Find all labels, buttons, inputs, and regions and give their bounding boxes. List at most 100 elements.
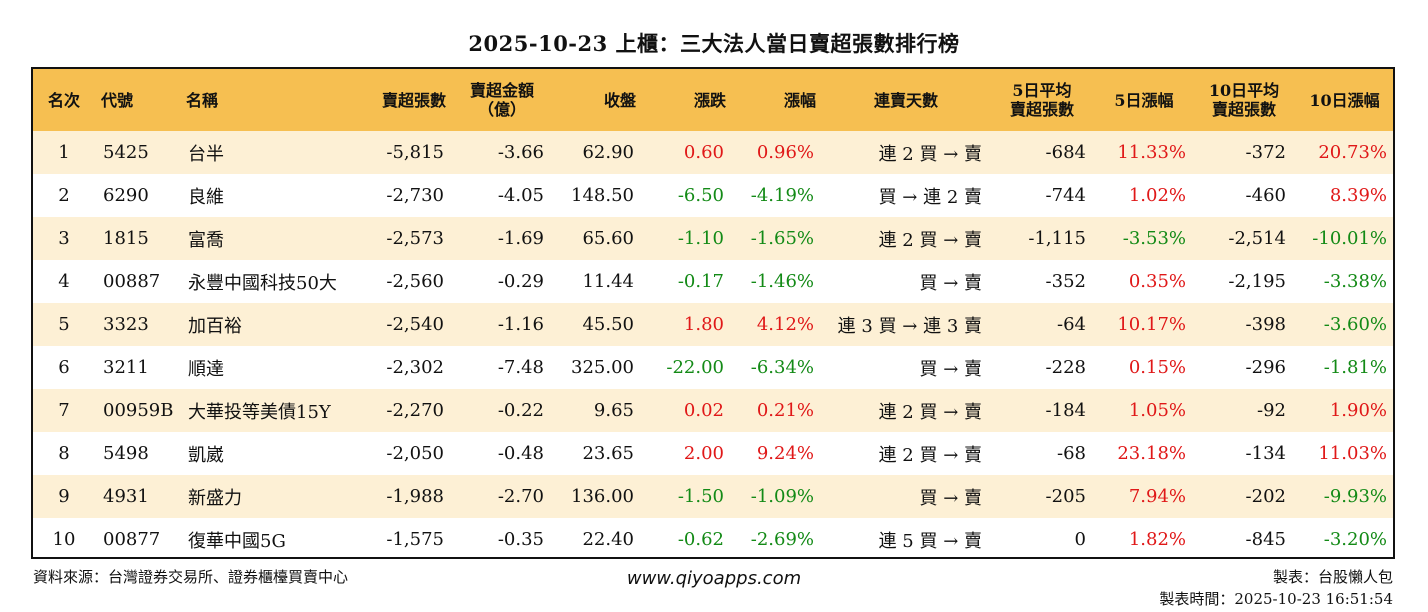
cell-sell-shares: -2,560: [386, 271, 444, 292]
cell-rank: 7: [58, 400, 70, 421]
cell-rank: 5: [58, 314, 70, 335]
cell-sell-amount: -0.22: [497, 400, 544, 421]
cell-close: 325.00: [571, 357, 634, 378]
cell-change: 0.60: [683, 142, 724, 163]
cell-pct5: -3.53%: [1122, 228, 1186, 249]
header-avg10-line1: 10日平均: [1208, 81, 1280, 100]
cell-pct5: 1.05%: [1128, 400, 1186, 421]
header-avg5-line1: 5日平均: [1012, 81, 1072, 100]
cell-code: 5425: [103, 142, 149, 163]
cell-pct5: 10.17%: [1117, 314, 1186, 335]
cell-name: 凱崴: [188, 444, 224, 466]
cell-pct5: 7.94%: [1128, 486, 1186, 507]
table-row: 6 3211 順達 -2,302 -7.48 325.00 -22.00 -6.34% 買 → …: [33, 346, 1393, 389]
cell-rank: 3: [58, 228, 70, 249]
cell-pct5: 0.35%: [1128, 271, 1186, 292]
cell-avg5: -684: [1045, 142, 1086, 163]
cell-avg5: -228: [1045, 357, 1086, 378]
cell-sell-amount: -3.66: [497, 142, 544, 163]
table-row: 9 4931 新盛力 -1,988 -2.70 136.00 -1.50 -1.09% 買 → …: [33, 475, 1393, 518]
cell-pct: -6.34%: [750, 357, 814, 378]
ranking-table: 名次 代號 名稱 賣超張數 賣超金額 （億） 收盤 漲跌 漲幅 連賣天數 5日平…: [31, 67, 1395, 559]
header-avg5-line2: 賣超張數: [1009, 100, 1074, 119]
cell-sell-shares: -5,815: [386, 142, 444, 163]
cell-pct5: 11.33%: [1117, 142, 1186, 163]
table-row: 4 00887 永豐中國科技50大 -2,560 -0.29 11.44 -0.17 -1.4…: [33, 260, 1393, 303]
cell-close: 148.50: [571, 185, 634, 206]
cell-avg10: -372: [1245, 142, 1286, 163]
header-rank: 名次: [47, 90, 80, 110]
cell-change: 0.02: [683, 400, 724, 421]
website-link[interactable]: www.qiyoapps.com: [626, 568, 802, 589]
cell-change: -1.10: [677, 228, 724, 249]
cell-name: 永豐中國科技50大: [188, 272, 337, 294]
header-pct10: 10日漲幅: [1309, 90, 1380, 110]
cell-close: 45.50: [582, 314, 634, 335]
cell-days: 買 → 賣: [919, 272, 982, 294]
cell-code: 00887: [103, 271, 161, 292]
cell-rank: 8: [58, 443, 70, 464]
table-row: 1 5425 台半 -5,815 -3.66 62.90 0.60 0.96% 連 2 買 → …: [33, 131, 1393, 174]
cell-close: 136.00: [571, 486, 634, 507]
cell-days: 買 → 賣: [919, 358, 982, 380]
cell-code: 4931: [103, 486, 149, 507]
cell-change: 1.80: [683, 314, 724, 335]
cell-code: 5498: [103, 443, 149, 464]
cell-pct10: 8.39%: [1329, 185, 1387, 206]
cell-close: 23.65: [582, 443, 634, 464]
footer-credits: 製表：台股懶人包 製表時間：2025-10-23 16:51:54: [1159, 566, 1393, 610]
page-title: 2025-10-23 上櫃：三大法人當日賣超張數排行榜: [468, 31, 960, 56]
cell-pct: 4.12%: [756, 314, 814, 335]
cell-days: 連 3 買 → 連 3 賣: [837, 315, 982, 337]
cell-change: -22.00: [666, 357, 724, 378]
cell-days: 買 → 連 2 賣: [878, 186, 982, 208]
cell-name: 復華中國5G: [188, 530, 286, 552]
cell-avg5: -205: [1045, 486, 1086, 507]
cell-pct5: 1.02%: [1128, 185, 1186, 206]
cell-pct: -1.65%: [750, 228, 814, 249]
cell-avg10: -398: [1245, 314, 1286, 335]
cell-change: -0.62: [677, 529, 724, 550]
cell-avg5: -744: [1045, 185, 1086, 206]
cell-days: 連 2 買 → 賣: [878, 401, 982, 423]
cell-pct10: -1.81%: [1323, 357, 1387, 378]
cell-sell-amount: -7.48: [497, 357, 544, 378]
cell-name: 新盛力: [188, 487, 242, 509]
data-source: 資料來源：台灣證券交易所、證券櫃檯買賣中心: [33, 568, 349, 586]
made-time: 製表時間：2025-10-23 16:51:54: [1159, 590, 1393, 608]
cell-avg10: -202: [1245, 486, 1286, 507]
table-row: 2 6290 良維 -2,730 -4.05 148.50 -6.50 -4.19% 買 → 連…: [33, 174, 1393, 217]
cell-change: -0.17: [677, 271, 724, 292]
cell-pct: -1.09%: [750, 486, 814, 507]
header-avg5: 5日平均 賣超張數: [990, 69, 1094, 131]
cell-code: 3211: [103, 357, 149, 378]
header-change: 漲跌: [693, 90, 726, 110]
header-sell-amount: 賣超金額 （億）: [452, 69, 552, 131]
maker-label: 製表：台股懶人包: [1272, 568, 1393, 586]
cell-pct10: -3.38%: [1323, 271, 1387, 292]
header-sell-amount-line1: 賣超金額: [469, 81, 534, 100]
cell-sell-shares: -2,540: [386, 314, 444, 335]
cell-avg10: -460: [1245, 185, 1286, 206]
cell-pct: 0.21%: [756, 400, 814, 421]
cell-rank: 10: [52, 529, 76, 550]
cell-avg5: -68: [1057, 443, 1086, 464]
cell-sell-amount: -2.70: [497, 486, 544, 507]
cell-close: 9.65: [593, 400, 634, 421]
header-days: 連賣天數: [873, 90, 938, 110]
cell-sell-amount: -1.16: [497, 314, 544, 335]
cell-rank: 6: [58, 357, 70, 378]
cell-avg10: -134: [1245, 443, 1286, 464]
cell-pct5: 23.18%: [1117, 443, 1186, 464]
header-name: 名稱: [186, 90, 219, 110]
cell-code: 00959B: [103, 400, 174, 421]
cell-avg10: -845: [1245, 529, 1286, 550]
cell-pct10: 1.90%: [1329, 400, 1387, 421]
cell-avg5: -1,115: [1028, 228, 1086, 249]
cell-code: 3323: [103, 314, 149, 335]
cell-change: -1.50: [677, 486, 724, 507]
cell-close: 22.40: [582, 529, 634, 550]
cell-days: 連 5 買 → 賣: [878, 530, 982, 552]
cell-change: 2.00: [683, 443, 724, 464]
cell-pct: -1.46%: [750, 271, 814, 292]
